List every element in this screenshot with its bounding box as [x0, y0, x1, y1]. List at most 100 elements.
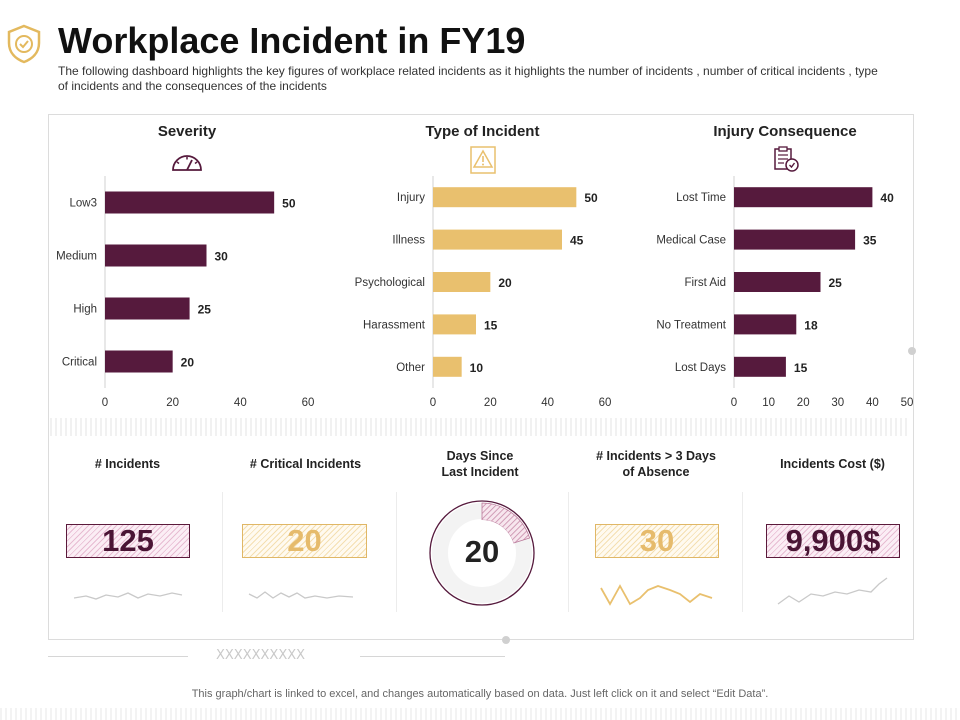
- injury-consequence-x-tick-label: 0: [731, 397, 737, 409]
- severity-category-label: Medium: [56, 251, 97, 263]
- kpi-separator: [742, 492, 743, 612]
- footer-note: This graph/chart is linked to excel, and…: [191, 688, 769, 700]
- severity-value-label: 25: [198, 303, 212, 317]
- incident-type-category-label: Illness: [392, 235, 425, 247]
- severity-category-label: Low3: [70, 198, 98, 210]
- cost-sparkline: [777, 577, 888, 605]
- days-since-label-line1: Days Since: [446, 449, 514, 463]
- injury-consequence-value-label: 35: [863, 234, 877, 248]
- critical-incidents-kpi-value: 20: [242, 523, 367, 558]
- critical-incidents-sparkline: [248, 591, 354, 599]
- incident-type-x-tick-label: 60: [599, 397, 612, 409]
- absence-label-line2: of Absence: [622, 465, 690, 479]
- shield-icon: [7, 24, 41, 64]
- days-since-kpi-value: 20: [464, 534, 500, 569]
- injury-consequence-x-tick-label: 30: [831, 397, 844, 409]
- injury-consequence-bar: [734, 187, 873, 208]
- severity-x-tick-label: 0: [102, 397, 108, 409]
- days-since-donut: [429, 500, 535, 606]
- incidents-sparkline: [73, 592, 183, 600]
- incident-type-category-label: Other: [396, 362, 425, 374]
- dashboard-panel: [48, 114, 914, 640]
- incident-type-chart-title: Type of Incident: [425, 123, 540, 140]
- injury-consequence-category-label: Lost Time: [676, 192, 726, 204]
- incident-type-x-tick-label: 20: [484, 397, 497, 409]
- severity-value-label: 30: [215, 250, 229, 264]
- critical-incidents-kpi-label: # Critical Incidents: [249, 457, 362, 471]
- incident-type-bar: [433, 356, 462, 377]
- injury-consequence-category-label: First Aid: [684, 277, 726, 289]
- injury-consequence-category-label: No Treatment: [656, 319, 726, 331]
- days-since-kpi-label: Days Since Last Incident: [405, 448, 555, 480]
- injury-consequence-value-label: 15: [794, 361, 808, 375]
- severity-category-label: Critical: [62, 357, 97, 369]
- injury-consequence-bar: [734, 272, 821, 292]
- incident-type-x-tick-label: 40: [541, 397, 554, 409]
- kpi-separator: [568, 492, 569, 612]
- page-subtitle: The following dashboard highlights the k…: [58, 64, 878, 93]
- incident-type-category-label: Psychological: [355, 277, 425, 289]
- incident-type-bar: [433, 229, 562, 250]
- absence-label-line1: # Incidents > 3 Days: [596, 449, 716, 463]
- injury-consequence-chart-title: Injury Consequence: [713, 123, 857, 140]
- clipboard-icon: [774, 146, 799, 172]
- injury-consequence-x-tick-label: 10: [762, 397, 775, 409]
- speedometer-icon: [172, 155, 202, 171]
- incidents-kpi-label: # Incidents: [94, 457, 161, 471]
- severity-bar: [105, 350, 173, 373]
- incident-type-category-label: Injury: [397, 192, 425, 204]
- severity-bar: [105, 297, 190, 320]
- incident-type-value-label: 15: [484, 318, 498, 332]
- absence-kpi-value: 30: [595, 523, 719, 558]
- decorative-line: [48, 656, 188, 657]
- panel-corner-dot: [502, 636, 510, 644]
- severity-x-tick-label: 20: [166, 397, 179, 409]
- absence-kpi-label: # Incidents > 3 Days of Absence: [575, 448, 737, 480]
- injury-consequence-x-tick-label: 40: [866, 397, 879, 409]
- severity-chart-title: Severity: [157, 123, 217, 140]
- injury-consequence-bar: [734, 314, 797, 335]
- footer-pattern: [0, 708, 960, 720]
- decorative-x-pattern: XXXXXXXXXX: [216, 648, 306, 663]
- injury-consequence-x-tick-label: 20: [797, 397, 810, 409]
- days-since-label-line2: Last Incident: [441, 465, 519, 479]
- kpi-separator: [396, 492, 397, 612]
- injury-consequence-value-label: 18: [804, 318, 818, 332]
- section-divider: [50, 418, 910, 436]
- injury-consequence-bar: [734, 229, 856, 250]
- incident-type-bar: [433, 272, 491, 292]
- incident-type-bar: [433, 187, 577, 208]
- severity-x-tick-label: 60: [302, 397, 315, 409]
- severity-x-tick-label: 40: [234, 397, 247, 409]
- injury-consequence-bar: [734, 356, 786, 377]
- incident-type-value-label: 20: [498, 276, 512, 290]
- incident-type-x-tick-label: 0: [430, 397, 436, 409]
- incident-type-value-label: 10: [470, 361, 484, 375]
- injury-consequence-x-tick-label: 50: [901, 397, 914, 409]
- injury-consequence-category-label: Medical Case: [656, 235, 726, 247]
- incident-type-bar: [433, 314, 476, 335]
- severity-category-label: High: [73, 304, 97, 316]
- warning-icon: [470, 146, 496, 174]
- injury-consequence-value-label: 40: [880, 191, 894, 205]
- incident-type-category-label: Harassment: [363, 319, 426, 331]
- severity-value-label: 20: [181, 356, 195, 370]
- panel-corner-dot: [908, 347, 916, 355]
- injury-consequence-category-label: Lost Days: [675, 362, 726, 374]
- kpi-separator: [222, 492, 223, 612]
- incidents-cost-kpi-value: 9,900$: [766, 523, 900, 558]
- incidents-cost-kpi-label: Incidents Cost ($): [780, 457, 885, 471]
- injury-consequence-value-label: 25: [829, 276, 843, 290]
- page-title: Workplace Incident in FY19: [58, 20, 526, 61]
- severity-bar: [105, 244, 207, 267]
- absence-sparkline: [600, 584, 713, 606]
- decorative-line: [360, 656, 505, 657]
- incidents-kpi-value: 125: [66, 523, 190, 558]
- severity-value-label: 50: [282, 197, 296, 211]
- incident-type-value-label: 50: [584, 191, 598, 205]
- incident-type-value-label: 45: [570, 234, 584, 248]
- severity-bar: [105, 191, 275, 214]
